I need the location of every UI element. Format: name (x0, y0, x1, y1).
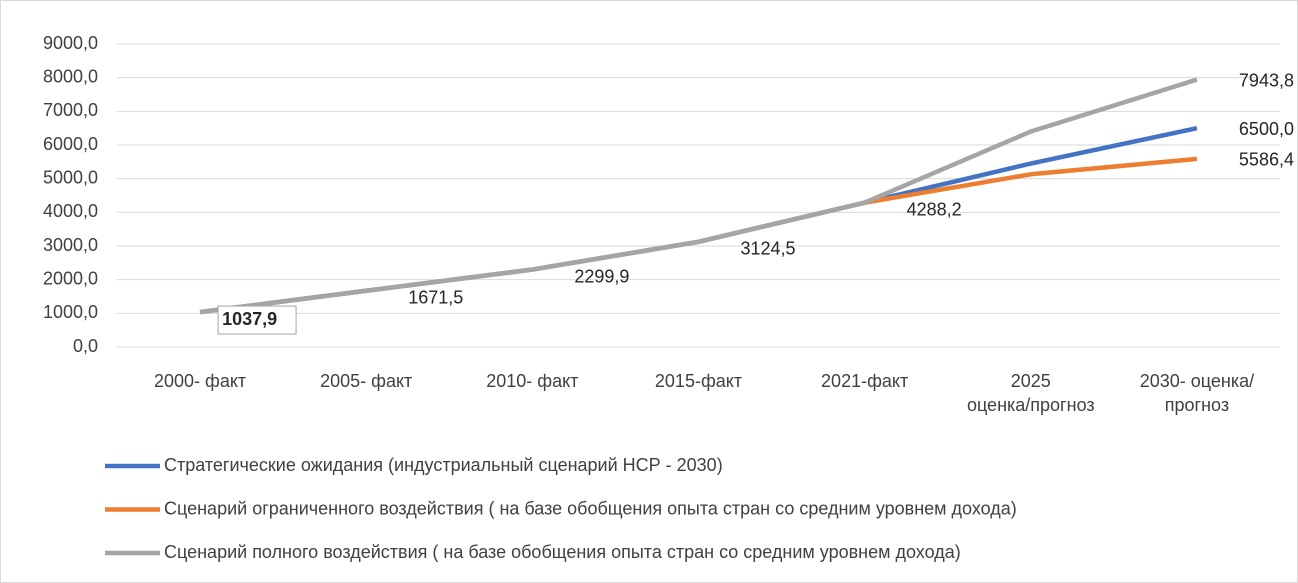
data-label: 2299,9 (574, 266, 629, 286)
legend-label: Сценарий полного воздействия ( на базе о… (164, 542, 961, 562)
y-tick-label: 4000,0 (43, 201, 98, 221)
y-tick-label: 0,0 (73, 336, 98, 356)
x-tick-label: 2030- оценка/прогноз (1140, 371, 1254, 415)
x-tick-label: 2025 оценка/прогноз (967, 371, 1095, 415)
y-tick-label: 9000,0 (43, 33, 98, 53)
series-line (199, 77, 1198, 315)
data-label: 1037,9 (222, 309, 277, 329)
y-tick-label: 8000,0 (43, 66, 98, 86)
y-tick-label: 1000,0 (43, 302, 98, 322)
legend-label: Сценарий ограниченного воздействия ( на … (164, 498, 1017, 518)
data-label-box (217, 305, 297, 335)
data-label: 1671,5 (408, 287, 463, 307)
x-tick-label: 2015-факт (655, 371, 742, 391)
y-tick-label: 6000,0 (43, 134, 98, 154)
y-tick-label: 3000,0 (43, 235, 98, 255)
x-tick-label: 2010- факт (486, 371, 578, 391)
y-tick-label: 7000,0 (43, 100, 98, 120)
x-tick-label: 2005- факт (320, 371, 412, 391)
data-label: 3124,5 (741, 239, 796, 259)
data-label: 5586,4 (1239, 150, 1294, 170)
x-tick-label: 2021-факт (821, 371, 908, 391)
y-tick-label: 5000,0 (43, 167, 98, 187)
data-label: 4288,2 (907, 199, 962, 219)
legend-label: Стратегические ожидания (индустриальный … (164, 455, 723, 475)
data-label: 6500,0 (1239, 119, 1294, 139)
data-label: 7943,8 (1239, 70, 1294, 90)
x-tick-label: 2000- факт (154, 371, 246, 391)
y-tick-label: 2000,0 (43, 268, 98, 288)
